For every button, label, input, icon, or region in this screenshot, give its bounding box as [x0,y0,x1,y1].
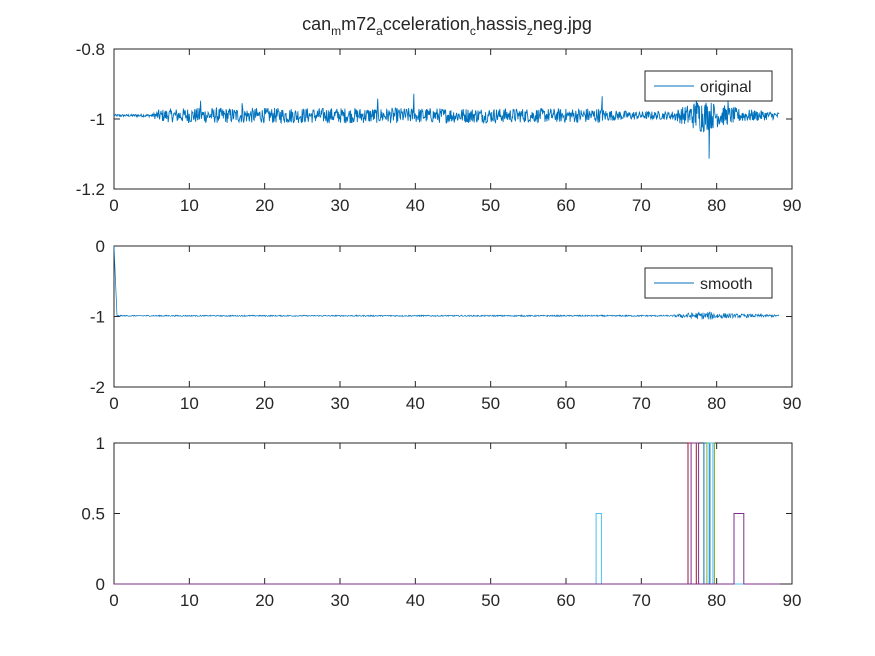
legend: original [644,70,773,102]
title-segment: cceleration [383,14,470,34]
series-line-smooth [113,245,780,320]
x-tick-label: 90 [783,394,802,413]
title-segment: hassis [476,14,527,34]
axis-ticks [113,442,793,585]
x-tick-label: 10 [180,591,199,610]
x-tick-label: 0 [109,196,118,215]
axis-tick-labels: 0 10 20 30 40 50 60 70 80 90 0 -1 -2 [90,237,802,413]
axis-tick-labels: 0 10 20 30 40 50 60 70 80 90 -0.8 -1 -1.2 [76,40,802,215]
y-tick-label: -2 [90,378,105,397]
title-segment: neg.jpg [533,14,592,34]
legend-label: smooth [700,276,752,293]
axis-ticks [113,48,793,190]
axis-tick-labels: 0 10 20 30 40 50 60 70 80 90 1 0.5 0 [81,434,801,610]
plot-area [113,245,780,320]
x-tick-label: 60 [557,591,576,610]
x-tick-label: 10 [180,196,199,215]
title-subscript: m [331,24,341,38]
title-segment: can [302,14,331,34]
x-tick-label: 30 [331,591,350,610]
x-tick-label: 80 [707,196,726,215]
x-tick-label: 10 [180,394,199,413]
x-tick-label: 60 [557,394,576,413]
x-tick-label: 20 [255,394,274,413]
x-tick-label: 80 [707,591,726,610]
x-tick-label: 60 [557,196,576,215]
y-tick-label: -1 [90,110,105,129]
axes-box [113,442,793,585]
y-tick-label: -1 [90,308,105,327]
plot-area [113,93,780,159]
x-tick-label: 30 [331,196,350,215]
x-tick-label: 20 [255,591,274,610]
subplot-smooth: 0 10 20 30 40 50 60 70 80 90 0 -1 -2 smooth [90,237,802,413]
plot-area [114,442,780,585]
x-tick-label: 90 [783,591,802,610]
x-tick-label: 70 [632,394,651,413]
legend-label: original [700,79,752,96]
x-tick-label: 50 [481,196,500,215]
x-tick-label: 70 [632,591,651,610]
series-line-original [113,93,780,159]
pulse-series-6 [114,513,780,585]
x-tick-label: 50 [481,591,500,610]
x-tick-label: 0 [109,394,118,413]
x-tick-label: 40 [406,394,425,413]
y-tick-label: -1.2 [76,180,105,199]
x-tick-label: 20 [255,196,274,215]
x-tick-label: 40 [406,196,425,215]
axis-ticks [113,245,793,388]
title-segment: m72 [341,14,376,34]
legend: smooth [644,267,773,299]
figure-title: canmm72accelerationchassiszneg.jpg [302,14,592,38]
y-tick-label: -0.8 [76,40,105,59]
x-tick-label: 0 [109,591,118,610]
y-tick-label: 0.5 [81,505,105,524]
title-subscript: z [527,24,533,38]
y-tick-label: 1 [96,434,105,453]
x-tick-label: 40 [406,591,425,610]
title-subscript: a [376,24,383,38]
subplot-original: 0 10 20 30 40 50 60 70 80 90 -0.8 -1 -1.2 original [76,40,802,215]
subplot-pulses: 0 10 20 30 40 50 60 70 80 90 1 0.5 0 [81,434,801,610]
x-tick-label: 30 [331,394,350,413]
y-tick-label: 0 [96,237,105,256]
x-tick-label: 70 [632,196,651,215]
title-subscript: c [470,24,476,38]
x-tick-label: 80 [707,394,726,413]
y-tick-label: 0 [96,575,105,594]
x-tick-label: 90 [783,196,802,215]
x-tick-label: 50 [481,394,500,413]
